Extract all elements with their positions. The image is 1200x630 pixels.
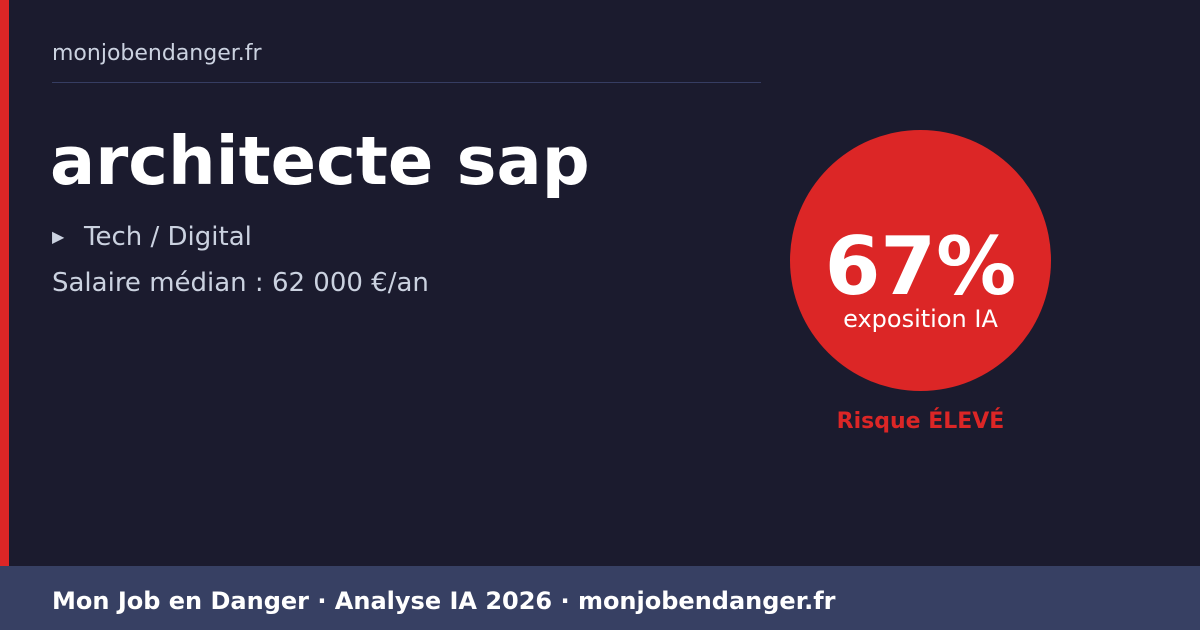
salary: Salaire médian : 62 000 €/an [52,268,429,298]
risk-level: Risque ÉLEVÉ [836,409,1005,434]
category-label: Tech / Digital [84,222,252,252]
exposure-label: exposition IA [843,305,998,333]
divider [52,82,761,83]
job-category: ▶ Tech / Digital [52,221,252,253]
triangle-right-icon: ▶ [52,227,65,246]
footer-text: Mon Job en Danger · Analyse IA 2026 · mo… [52,587,836,615]
accent-bar [0,0,9,566]
site-name: monjobendanger.fr [52,41,262,66]
job-title: architecte sap [50,122,590,200]
score-circle [790,130,1051,391]
footer: Mon Job en Danger · Analyse IA 2026 · mo… [0,566,1200,630]
exposure-percent: 67% [824,220,1017,313]
